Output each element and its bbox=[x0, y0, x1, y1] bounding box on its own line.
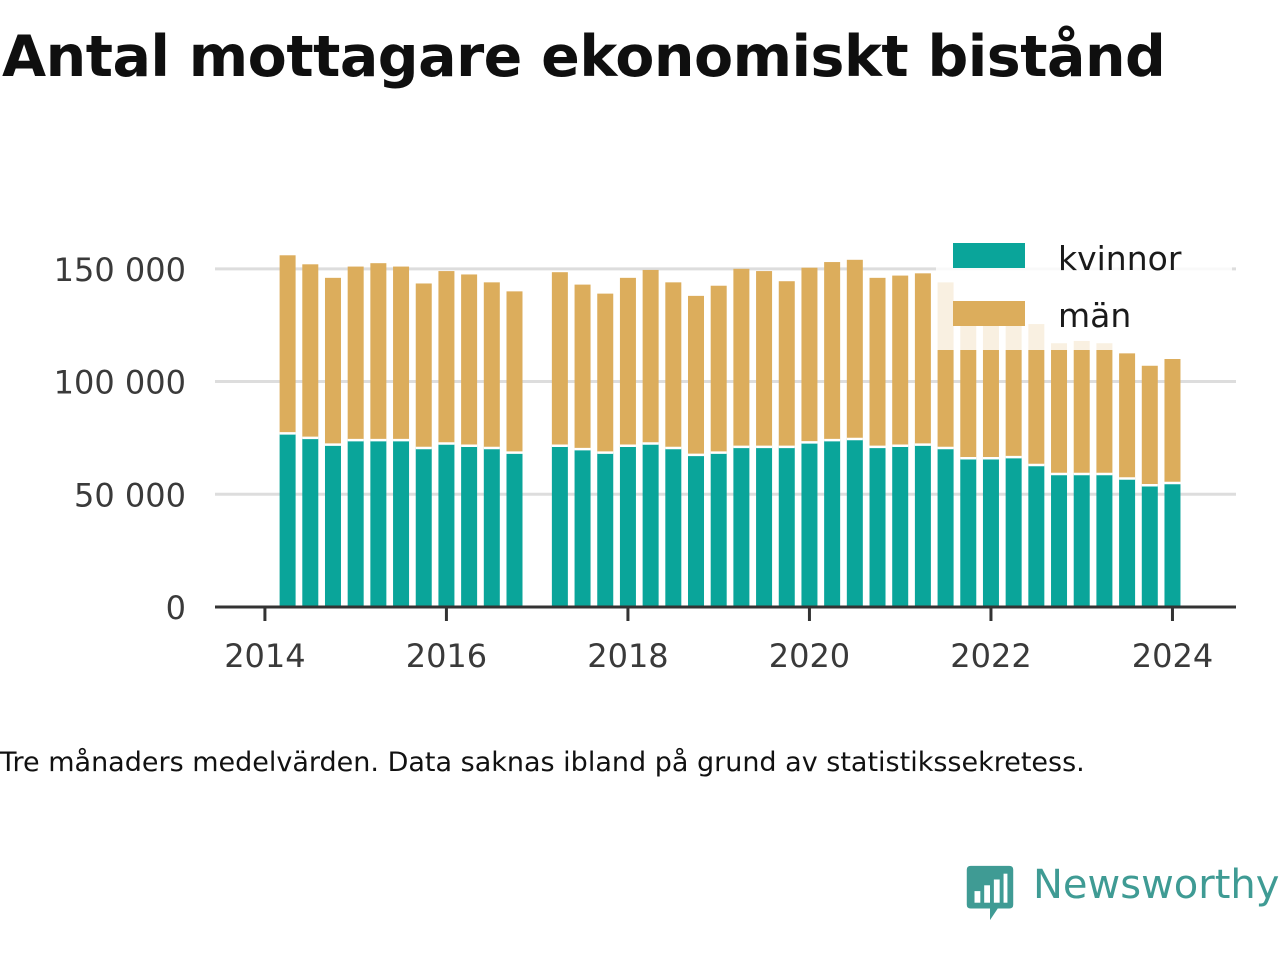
bar-kvinnor bbox=[506, 452, 523, 607]
chart-area: 0 50 000 100 000 150 000 2014 2016 2018 2020 202… bbox=[53, 234, 1236, 675]
bar-kvinnor bbox=[824, 440, 841, 607]
x-tick-label: 2016 bbox=[406, 637, 487, 675]
bar-kvinnor bbox=[483, 448, 500, 607]
bar-kvinnor bbox=[1028, 464, 1045, 607]
bar-man bbox=[597, 293, 614, 453]
x-tick-label: 2020 bbox=[769, 637, 850, 675]
legend: kvinnor män bbox=[936, 234, 1232, 350]
bar-kvinnor bbox=[733, 446, 750, 607]
bar-kvinnor bbox=[1073, 473, 1090, 607]
bar-man bbox=[551, 272, 568, 446]
bar-man bbox=[801, 267, 818, 443]
bar-man bbox=[1051, 343, 1068, 474]
bar-kvinnor bbox=[642, 443, 659, 607]
bar-kvinnor bbox=[846, 439, 863, 607]
x-tick-label: 2014 bbox=[224, 637, 305, 675]
bar-kvinnor bbox=[1164, 483, 1181, 607]
bar-man bbox=[370, 263, 387, 441]
bar-kvinnor bbox=[324, 444, 341, 607]
bar-kvinnor bbox=[1141, 485, 1158, 607]
bar-kvinnor bbox=[982, 458, 999, 607]
bar-kvinnor bbox=[914, 444, 931, 607]
bar-man bbox=[483, 282, 500, 449]
bar-man bbox=[688, 295, 705, 455]
bar-man bbox=[506, 291, 523, 453]
bar-man bbox=[1073, 340, 1090, 474]
chart-title: Antal mottagare ekonomiskt bistånd bbox=[2, 24, 1166, 90]
bar-man bbox=[324, 277, 341, 445]
bar-kvinnor bbox=[869, 446, 886, 607]
bar-kvinnor bbox=[688, 454, 705, 607]
newsworthy-logo-icon bbox=[966, 865, 1014, 921]
bar-kvinnor bbox=[801, 442, 818, 607]
bar-man bbox=[892, 275, 909, 446]
brand-name: Newsworthy bbox=[1033, 862, 1280, 908]
bar-man bbox=[824, 262, 841, 441]
axes: 0 50 000 100 000 150 000 2014 2016 2018 2020 202… bbox=[54, 251, 1236, 675]
bar-man bbox=[710, 285, 727, 453]
bar-man bbox=[756, 271, 773, 447]
bar-kvinnor bbox=[1005, 457, 1022, 607]
bar-man bbox=[415, 283, 432, 449]
x-tick-label: 2024 bbox=[1132, 637, 1213, 675]
legend-swatch-man bbox=[953, 301, 1025, 326]
legend-label-man: män bbox=[1058, 296, 1131, 335]
bar-kvinnor bbox=[1051, 473, 1068, 607]
bar-kvinnor bbox=[710, 452, 727, 607]
bar-kvinnor bbox=[551, 445, 568, 607]
bar-kvinnor bbox=[279, 433, 296, 607]
bar-man bbox=[1028, 324, 1045, 465]
bar-kvinnor bbox=[597, 452, 614, 607]
bar-man bbox=[642, 269, 659, 444]
y-tick-label: 100 000 bbox=[54, 364, 186, 402]
bar-man bbox=[393, 266, 410, 441]
bar-man bbox=[846, 259, 863, 440]
bar-kvinnor bbox=[574, 449, 591, 607]
bar-man bbox=[778, 281, 795, 447]
legend-swatch-kvinnor bbox=[953, 243, 1025, 268]
bar-man bbox=[438, 271, 455, 444]
bar-kvinnor bbox=[1119, 478, 1136, 607]
bar-series bbox=[279, 255, 1181, 607]
bar-man bbox=[733, 268, 750, 447]
x-tick-label: 2022 bbox=[950, 637, 1031, 675]
bar-kvinnor bbox=[937, 448, 954, 607]
bar-kvinnor bbox=[393, 440, 410, 607]
y-tick-label: 0 bbox=[166, 589, 186, 627]
bar-man bbox=[619, 277, 636, 446]
bar-kvinnor bbox=[415, 448, 432, 607]
bar-kvinnor bbox=[461, 445, 478, 607]
bar-kvinnor bbox=[756, 446, 773, 607]
bar-kvinnor bbox=[619, 445, 636, 607]
bar-man bbox=[574, 284, 591, 450]
bar-man bbox=[279, 255, 296, 434]
bar-man bbox=[461, 274, 478, 446]
x-tick-label: 2018 bbox=[587, 637, 668, 675]
chart-caption: Tre månaders medelvärden. Data saknas ib… bbox=[0, 747, 1085, 778]
bar-man bbox=[1096, 343, 1113, 474]
bar-kvinnor bbox=[892, 445, 909, 607]
bar-kvinnor bbox=[370, 440, 387, 607]
bar-man bbox=[1141, 365, 1158, 486]
bar-kvinnor bbox=[1096, 473, 1113, 607]
bar-man bbox=[665, 282, 682, 449]
bar-kvinnor bbox=[665, 448, 682, 607]
bar-kvinnor bbox=[778, 446, 795, 607]
bar-man bbox=[1164, 359, 1181, 483]
y-tick-label: 50 000 bbox=[74, 476, 186, 514]
y-tick-label: 150 000 bbox=[54, 251, 186, 289]
bar-kvinnor bbox=[438, 443, 455, 607]
bar-man bbox=[347, 266, 364, 441]
bar-man bbox=[869, 277, 886, 447]
bar-man bbox=[1119, 353, 1136, 479]
bar-kvinnor bbox=[960, 458, 977, 607]
bar-man bbox=[914, 273, 931, 445]
bar-man bbox=[302, 264, 319, 438]
bar-kvinnor bbox=[347, 440, 364, 607]
bar-kvinnor bbox=[302, 437, 319, 607]
legend-label-kvinnor: kvinnor bbox=[1058, 239, 1182, 278]
